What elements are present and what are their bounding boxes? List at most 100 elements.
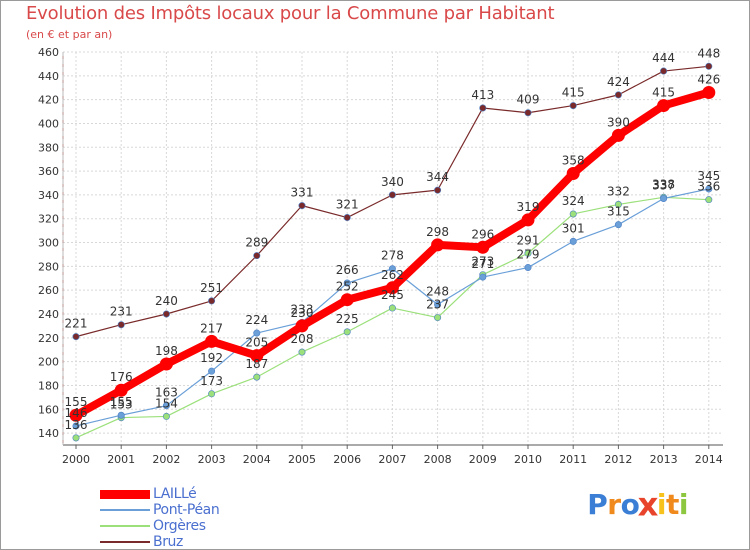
y-tick-label: 320 xyxy=(38,213,59,226)
series-point-1 xyxy=(479,273,487,281)
data-label: 332 xyxy=(607,184,630,198)
y-tick-label: 200 xyxy=(38,356,59,369)
series-point-2 xyxy=(524,249,532,257)
series-point-2 xyxy=(72,434,80,442)
y-tick-label: 160 xyxy=(38,403,59,416)
data-label: 271 xyxy=(471,257,494,271)
logo-letter: x xyxy=(638,485,659,524)
series-point-0 xyxy=(521,213,535,227)
data-label: 324 xyxy=(562,194,585,208)
x-tick-label: 2013 xyxy=(650,453,678,466)
logo-letter: i xyxy=(656,488,667,521)
series-point-3 xyxy=(569,102,577,110)
series-point-0 xyxy=(340,293,354,307)
series-point-2 xyxy=(343,328,351,336)
series-point-3 xyxy=(705,62,713,70)
data-label: 153 xyxy=(110,398,133,412)
data-label: 321 xyxy=(336,198,359,212)
series-point-1 xyxy=(162,402,170,410)
y-tick-label: 400 xyxy=(38,117,59,130)
legend-item: LAILLé xyxy=(100,486,219,502)
legend-item: Orgères xyxy=(100,518,219,534)
series-point-0 xyxy=(431,238,445,252)
series-point-3 xyxy=(343,214,351,222)
series-point-0 xyxy=(295,319,309,333)
y-tick-label: 260 xyxy=(38,284,59,297)
data-label: 217 xyxy=(200,321,223,335)
series-point-1 xyxy=(72,422,80,430)
logo-letter: o xyxy=(620,488,640,521)
data-label: 224 xyxy=(245,313,268,327)
data-label: 208 xyxy=(291,332,314,346)
series-point-3 xyxy=(72,333,80,341)
series-point-0 xyxy=(69,408,83,422)
y-tick-label: 380 xyxy=(38,141,59,154)
data-label: 205 xyxy=(245,336,268,350)
legend-swatch xyxy=(100,509,150,511)
data-label: 301 xyxy=(562,221,585,235)
data-label: 345 xyxy=(697,169,720,183)
series-point-3 xyxy=(479,104,487,112)
series-point-1 xyxy=(660,194,668,202)
series-point-1 xyxy=(569,237,577,245)
series-point-0 xyxy=(114,383,128,397)
series-point-2 xyxy=(162,412,170,420)
series-point-3 xyxy=(660,67,668,75)
data-label: 315 xyxy=(607,205,630,219)
x-tick-label: 2010 xyxy=(514,453,542,466)
data-label: 289 xyxy=(245,236,268,250)
series-point-0 xyxy=(250,349,264,363)
data-label: 415 xyxy=(652,86,675,100)
logo-letter: t xyxy=(666,488,679,521)
legend-swatch xyxy=(100,525,150,527)
x-tick-label: 2007 xyxy=(378,453,406,466)
data-label: 192 xyxy=(200,351,223,365)
legend-label: Bruz xyxy=(153,534,183,550)
y-tick-label: 240 xyxy=(38,308,59,321)
data-label: 296 xyxy=(471,227,494,241)
data-label: 344 xyxy=(426,170,449,184)
chart-title: Evolution des Impôts locaux pour la Comm… xyxy=(26,3,555,24)
y-tick-label: 220 xyxy=(38,332,59,345)
data-label: 337 xyxy=(652,178,675,192)
series-point-3 xyxy=(524,109,532,117)
proxiti-logo: Proxiti xyxy=(587,485,688,524)
x-tick-label: 2008 xyxy=(424,453,452,466)
series-point-3 xyxy=(208,297,216,305)
legend-label: LAILLé xyxy=(153,486,197,502)
series-point-1 xyxy=(434,300,442,308)
data-label: 154 xyxy=(155,396,178,410)
data-label: 173 xyxy=(200,374,223,388)
logo-letter: r xyxy=(607,488,621,521)
series-point-0 xyxy=(476,240,490,254)
data-label: 291 xyxy=(517,233,540,247)
y-tick-label: 420 xyxy=(38,94,59,107)
series-point-2 xyxy=(388,304,396,312)
logo-letter: P xyxy=(587,488,608,521)
data-label: 231 xyxy=(110,305,133,319)
series-point-0 xyxy=(159,357,173,371)
data-label: 338 xyxy=(652,177,675,191)
data-label: 251 xyxy=(200,281,223,295)
series-point-0 xyxy=(566,166,580,180)
series-point-1 xyxy=(705,185,713,193)
data-label: 136 xyxy=(65,418,88,432)
data-label: 415 xyxy=(562,86,585,100)
series-point-3 xyxy=(298,202,306,210)
plot-area xyxy=(63,52,723,445)
series-point-0 xyxy=(611,128,625,142)
series-point-3 xyxy=(388,191,396,199)
x-tick-label: 2011 xyxy=(559,453,587,466)
series-point-3 xyxy=(162,310,170,318)
data-label: 225 xyxy=(336,312,359,326)
series-point-2 xyxy=(208,390,216,398)
series-point-2 xyxy=(614,200,622,208)
data-label: 426 xyxy=(697,72,720,86)
series-point-2 xyxy=(434,314,442,322)
data-label: 155 xyxy=(110,395,133,409)
series-point-0 xyxy=(385,281,399,295)
series-point-1 xyxy=(208,367,216,375)
x-tick-label: 2005 xyxy=(288,453,316,466)
data-label: 336 xyxy=(697,180,720,194)
data-label: 413 xyxy=(471,88,494,102)
